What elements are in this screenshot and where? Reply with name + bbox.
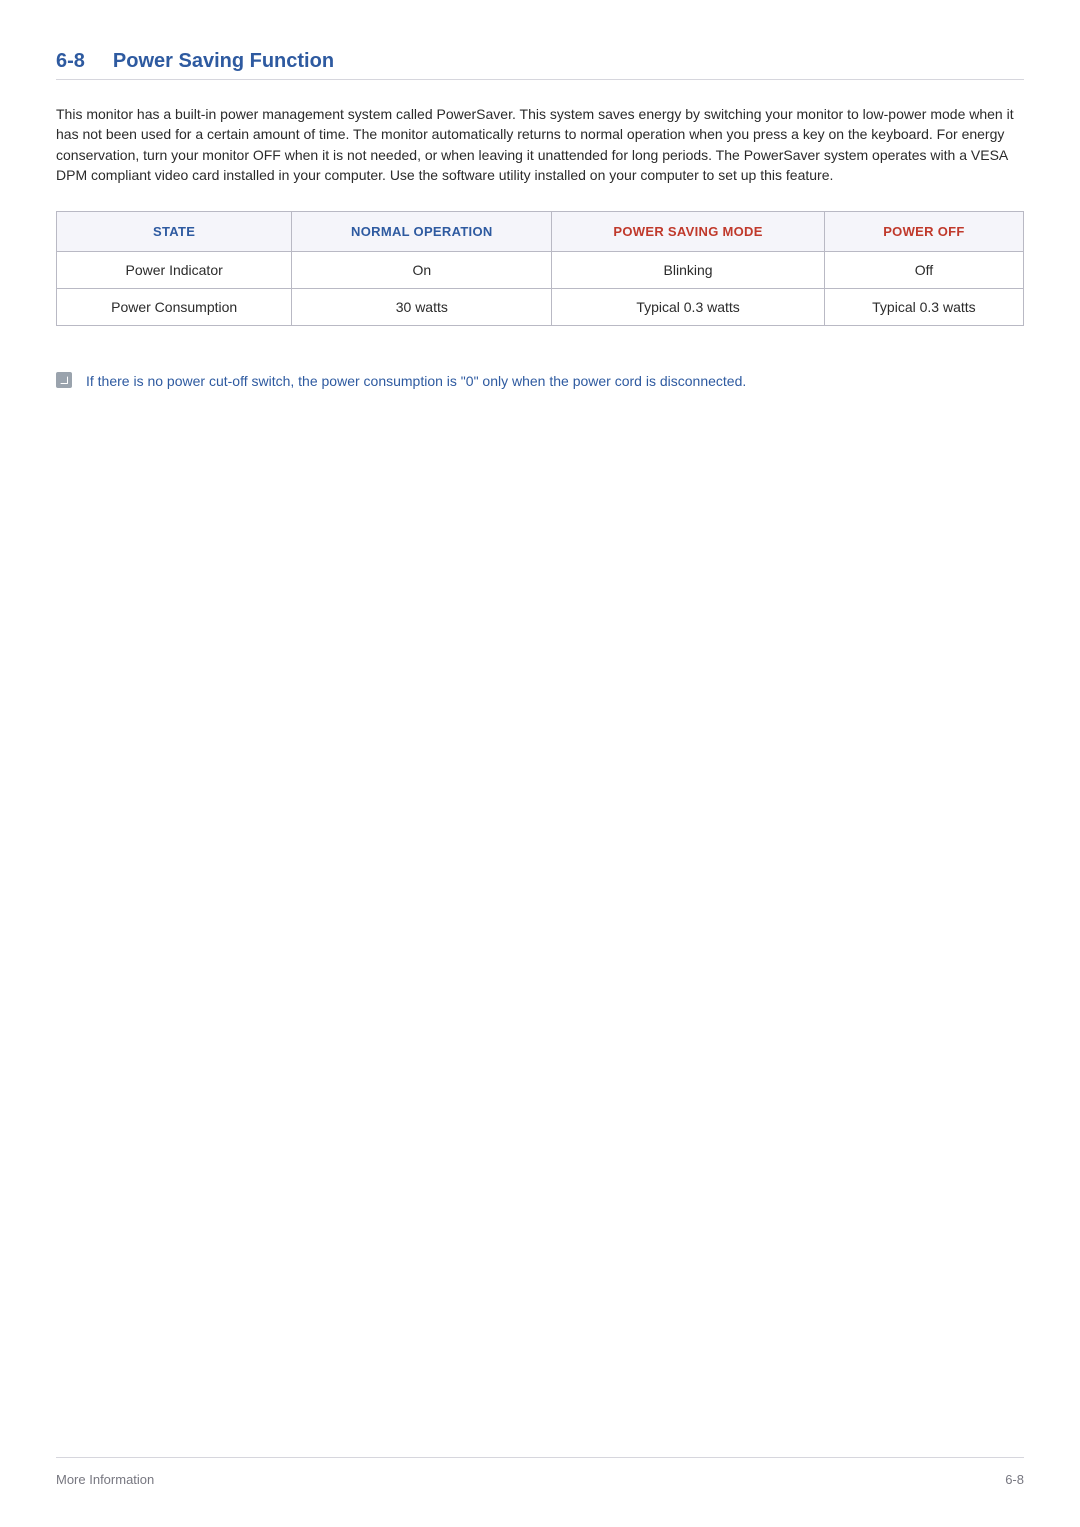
cell-power-consumption-normal: 30 watts xyxy=(292,289,552,326)
footer-left: More Information xyxy=(56,1472,154,1487)
note-icon xyxy=(56,372,72,388)
section-number: 6-8 xyxy=(56,50,85,73)
intro-paragraph: This monitor has a built-in power manage… xyxy=(56,104,1024,185)
table-row: Power Consumption 30 watts Typical 0.3 w… xyxy=(57,289,1024,326)
cell-power-consumption-saving: Typical 0.3 watts xyxy=(552,289,824,326)
col-power-off: POWER OFF xyxy=(824,212,1023,252)
table-header-row: STATE NORMAL OPERATION POWER SAVING MODE… xyxy=(57,212,1024,252)
cell-power-indicator-normal: On xyxy=(292,252,552,289)
col-normal-operation: NORMAL OPERATION xyxy=(292,212,552,252)
section-title: Power Saving Function xyxy=(113,50,334,73)
col-power-saving-mode: POWER SAVING MODE xyxy=(552,212,824,252)
cell-power-indicator-saving: Blinking xyxy=(552,252,824,289)
note: If there is no power cut-off switch, the… xyxy=(56,372,1024,392)
page-footer: More Information 6-8 xyxy=(56,1457,1024,1487)
section-heading: 6-8 Power Saving Function xyxy=(56,50,1024,80)
cell-power-indicator-off: Off xyxy=(824,252,1023,289)
table-row: Power Indicator On Blinking Off xyxy=(57,252,1024,289)
cell-power-consumption-off: Typical 0.3 watts xyxy=(824,289,1023,326)
footer-right: 6-8 xyxy=(1005,1472,1024,1487)
col-state: STATE xyxy=(57,212,292,252)
cell-power-consumption-label: Power Consumption xyxy=(57,289,292,326)
cell-power-indicator-label: Power Indicator xyxy=(57,252,292,289)
note-text: If there is no power cut-off switch, the… xyxy=(86,372,746,392)
power-saving-table: STATE NORMAL OPERATION POWER SAVING MODE… xyxy=(56,211,1024,326)
